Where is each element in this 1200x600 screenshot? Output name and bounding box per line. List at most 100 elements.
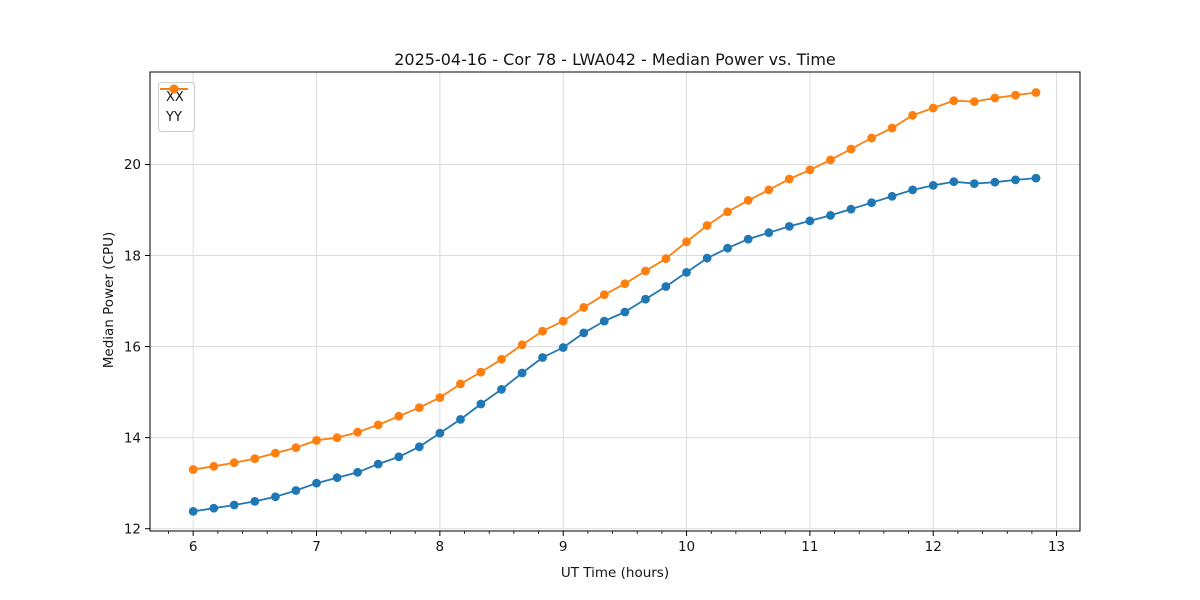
data-point-xx [517,368,527,378]
data-point-xx [229,500,239,510]
y-tick-label: 20 [124,157,141,173]
data-point-xx [291,486,301,495]
data-point-xx [887,191,897,201]
data-point-xx [599,316,609,326]
data-point-yy [558,316,568,326]
x-tick-label: 6 [189,539,198,555]
data-point-yy [456,379,465,389]
chart-title: 2025-04-16 - Cor 78 - LWA042 - Median Po… [394,50,836,69]
data-point-yy [764,185,774,195]
data-point-xx [928,181,938,190]
data-point-xx [764,228,774,238]
data-point-yy [209,461,219,471]
x-tick-label: 10 [678,539,695,555]
data-point-xx [908,185,917,195]
data-point-yy [599,290,609,300]
legend: XX YY [158,82,195,132]
series-line-xx [193,177,1037,513]
data-point-yy [826,155,835,165]
data-point-xx [620,307,630,317]
data-point-xx [846,204,856,214]
data-point-xx [805,216,815,226]
data-point-xx [456,415,465,424]
data-point-yy [353,427,362,437]
data-point-xx [1031,173,1041,183]
data-point-xx [271,492,280,502]
data-point-xx [579,328,589,338]
data-point-yy [969,97,979,106]
data-point-xx [250,497,260,506]
data-point-yy [538,326,547,336]
data-point-xx [332,473,342,483]
data-point-xx [743,234,753,244]
data-point-yy [1011,90,1020,100]
data-point-yy [867,133,876,143]
data-point-yy [846,144,856,154]
data-point-yy [497,354,506,364]
data-point-yy [579,303,589,312]
data-point-yy [271,448,280,458]
x-tick-label: 9 [559,539,568,555]
data-point-xx [435,428,445,438]
y-tick-label: 18 [124,248,141,264]
data-point-yy [908,110,917,120]
data-point-yy [517,340,527,350]
data-point-yy [641,266,650,276]
data-point-xx [723,243,732,253]
data-point-xx [538,353,547,362]
data-point-xx [826,211,835,220]
y-tick-label: 12 [124,522,141,538]
data-point-yy [784,174,794,184]
data-point-xx [661,282,671,291]
x-axis-label: UT Time (hours) [560,565,670,581]
data-point-xx [312,478,321,488]
x-tick-label: 11 [801,539,818,555]
data-point-yy [805,165,815,175]
data-point-yy [620,279,630,289]
data-point-yy [743,196,753,205]
data-point-yy [332,433,342,443]
x-tick-label: 13 [1048,539,1065,555]
data-point-xx [641,294,650,304]
series-line-yy [193,91,1037,471]
data-point-yy [928,103,938,113]
data-point-xx [558,343,568,352]
data-point-yy [476,367,486,377]
data-point-xx [969,179,979,189]
data-point-xx [990,177,1000,187]
data-point-yy [990,93,1000,103]
data-point-xx [394,452,404,462]
data-point-yy [291,443,301,453]
data-point-yy [661,254,671,264]
data-point-yy [702,221,712,230]
data-point-yy [373,420,383,430]
x-tick-label: 7 [312,539,321,555]
data-point-yy [887,123,897,133]
data-point-yy [682,237,691,247]
data-point-xx [497,385,506,394]
data-point-xx [476,399,486,409]
data-point-xx [702,253,712,263]
data-point-xx [209,503,219,513]
data-point-xx [784,222,794,231]
data-point-xx [373,459,383,469]
y-tick-label: 16 [124,339,141,355]
data-point-yy [435,393,445,402]
data-point-xx [867,198,876,208]
data-point-xx [1011,175,1020,185]
data-point-xx [414,442,424,452]
x-tick-label: 8 [436,539,445,555]
legend-label: XX [166,89,184,105]
data-point-yy [250,454,260,463]
legend-swatch-line-marker-icon [160,84,188,94]
data-point-yy [949,96,959,106]
legend-item-yy: YY [160,84,188,127]
data-point-xx [682,268,691,277]
data-point-yy [414,403,424,412]
plot-border [149,71,1081,532]
data-point-yy [312,436,321,445]
data-point-yy [229,458,239,468]
data-point-xx [353,467,362,477]
